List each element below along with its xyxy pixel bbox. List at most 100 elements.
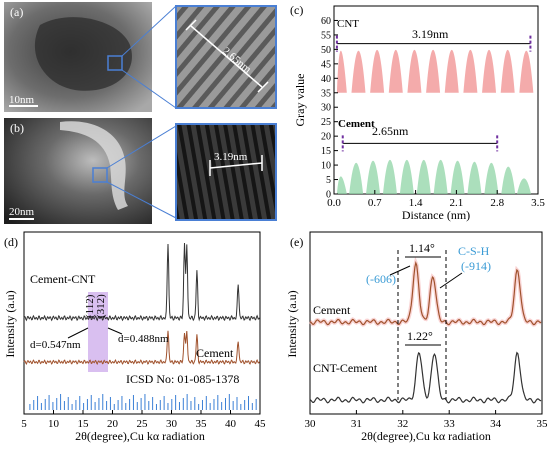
panel-label-e: (e) bbox=[290, 235, 303, 249]
d-x-axis: 5 10 15 20 25 30 35 40 45 bbox=[21, 410, 266, 430]
e-xtick-label-1: 31 bbox=[351, 418, 362, 430]
d-xtick-label-6: 35 bbox=[196, 418, 208, 430]
e-series-layer bbox=[308, 256, 542, 404]
e-xtick-label-3: 33 bbox=[444, 418, 456, 430]
c-ytick-label-10: 50 bbox=[321, 45, 331, 56]
c-ytick-label-9: 45 bbox=[321, 59, 331, 70]
d-x-label: 2θ(degree),Cu kα radiation bbox=[75, 429, 205, 443]
e-xtick-label-0: 30 bbox=[305, 418, 317, 430]
c-x-label: Distance (nm) bbox=[402, 208, 470, 222]
c-ytick-label-3: 15 bbox=[321, 146, 331, 157]
c-annotation-top: 3.19nm bbox=[412, 27, 449, 41]
inset-a-measure bbox=[190, 25, 263, 88]
e-xtick-label-5: 35 bbox=[537, 418, 549, 430]
c-xtick-label-1: 0.7 bbox=[368, 197, 382, 209]
d-label-icsd: ICSD No: 01-085-1378 bbox=[126, 372, 239, 386]
c-xtick-label-2: 1.4 bbox=[409, 197, 423, 209]
e-y-label: Intensity (a.u) bbox=[285, 290, 299, 357]
panel-c: (c) 0 5 10 15 20 25 30 35 40 45 50 55 60 0.0 0.7 1.4 2.… bbox=[290, 3, 545, 222]
e-label-angle-bottom: 1.22° bbox=[407, 329, 433, 343]
e-x-axis: 30 31 32 33 34 35 bbox=[305, 410, 549, 430]
panel-e: (e) 30 31 32 33 34 35 1.14° 1.22° C-S-H (-914… bbox=[285, 231, 549, 443]
e-leader-914 bbox=[439, 272, 463, 289]
zoom-line-b1 bbox=[106, 125, 177, 169]
d-series-cement bbox=[23, 330, 260, 366]
tem-dark-region bbox=[34, 17, 132, 91]
e-xtick-label-4: 34 bbox=[490, 418, 502, 430]
d-xtick-label-8: 45 bbox=[255, 418, 267, 430]
c-annotation-layer bbox=[335, 35, 532, 152]
zoom-line-b2 bbox=[106, 181, 177, 219]
sem-image bbox=[4, 118, 152, 224]
c-y-label: Gray value bbox=[293, 74, 307, 127]
d-xtick-label-1: 10 bbox=[48, 418, 60, 430]
d-icsd-bars bbox=[29, 394, 257, 410]
d-series-cement-cnt bbox=[23, 242, 260, 322]
c-ytick-label-12: 60 bbox=[321, 16, 331, 27]
d-arrow-d488 bbox=[107, 327, 123, 335]
inset-a-tick2 bbox=[257, 81, 269, 93]
c-ytick-label-11: 55 bbox=[321, 30, 331, 41]
plot-frame-d bbox=[23, 231, 261, 415]
c-annotation-bottom: 2.65nm bbox=[372, 124, 409, 138]
e-series-cnt-cement bbox=[309, 351, 542, 404]
c-ytick-label-7: 35 bbox=[321, 88, 331, 99]
d-label-cement-cnt: Cement-CNT bbox=[30, 272, 96, 286]
zoom-box-b bbox=[92, 167, 108, 183]
c-ytick-label-8: 40 bbox=[321, 74, 331, 85]
e-label-csh: C-S-H bbox=[458, 244, 490, 258]
c-xtick-label-0: 0.0 bbox=[327, 197, 341, 209]
d-label-112: (112) bbox=[84, 294, 96, 318]
c-series-label-cement: Cement bbox=[338, 118, 375, 130]
sem-bright-fiber bbox=[60, 121, 128, 210]
panel-a: (a) 10nm 2.65nm bbox=[4, 2, 277, 112]
c-area-0 bbox=[336, 49, 536, 93]
c-ytick-label-2: 10 bbox=[321, 161, 331, 172]
c-series-label-cnt: CNT bbox=[337, 18, 359, 30]
d-series-layer bbox=[23, 242, 260, 366]
c-ytick-label-0: 0 bbox=[326, 190, 331, 201]
d-label-cement: Cement bbox=[196, 346, 234, 360]
zoom-box-a bbox=[107, 55, 123, 71]
c-x-axis: 0.0 0.7 1.4 2.1 2.8 3.5 bbox=[327, 190, 545, 209]
scale-bar-label-b: 20nm bbox=[9, 206, 35, 218]
c-ytick-label-5: 25 bbox=[321, 117, 331, 128]
e-label-606: (-606) bbox=[366, 272, 396, 286]
d-label-312: (312) bbox=[95, 294, 107, 318]
d-label-d547: d=0.547nm bbox=[30, 339, 81, 351]
c-xtick-label-5: 3.5 bbox=[531, 197, 545, 209]
e-label-angle-top: 1.14° bbox=[409, 241, 435, 255]
d-xtick-label-7: 40 bbox=[225, 418, 237, 430]
d-xtick-label-2: 15 bbox=[78, 418, 90, 430]
c-series-layer bbox=[336, 49, 536, 194]
d-xtick-label-5: 30 bbox=[166, 418, 178, 430]
d-label-d488: d=0.488nm bbox=[118, 333, 169, 345]
panel-label-b: (b) bbox=[10, 121, 24, 135]
panel-label-d: (d) bbox=[4, 235, 18, 249]
zoom-line-a1 bbox=[121, 5, 177, 57]
e-label-914: (-914) bbox=[461, 259, 491, 273]
inset-b-label: 3.19nm bbox=[214, 151, 248, 163]
panel-label-c: (c) bbox=[290, 3, 303, 17]
panel-label-a: (a) bbox=[10, 5, 23, 19]
panel-d: (d) 5 10 15 20 25 30 35 40 45 Cement-CNT Cement … bbox=[3, 231, 266, 443]
d-xtick-label-0: 5 bbox=[21, 418, 27, 430]
c-ytick-label-4: 20 bbox=[321, 132, 331, 143]
d-highlight-band bbox=[88, 292, 108, 372]
c-xtick-label-4: 2.8 bbox=[490, 197, 504, 209]
e-label-cnt-cement: CNT-Cement bbox=[313, 361, 378, 375]
e-series-cement bbox=[309, 261, 542, 326]
c-xtick-label-3: 2.1 bbox=[450, 197, 464, 209]
e-x-label: 2θ(degree),Cu kα radiation bbox=[361, 429, 491, 443]
c-area-1 bbox=[336, 159, 536, 194]
d-arrow-d547 bbox=[67, 327, 89, 339]
panel-b: (b) 20nm 3.19nm bbox=[4, 118, 277, 224]
d-y-label: Intensity (a.u) bbox=[3, 290, 17, 357]
e-xtick-label-2: 32 bbox=[397, 418, 408, 430]
inset-b-measure bbox=[209, 162, 263, 169]
e-label-cement: Cement bbox=[313, 303, 351, 317]
scale-bar-label-a: 10nm bbox=[9, 94, 35, 106]
c-ytick-label-6: 30 bbox=[321, 103, 331, 114]
inset-a-tick1 bbox=[185, 19, 197, 31]
